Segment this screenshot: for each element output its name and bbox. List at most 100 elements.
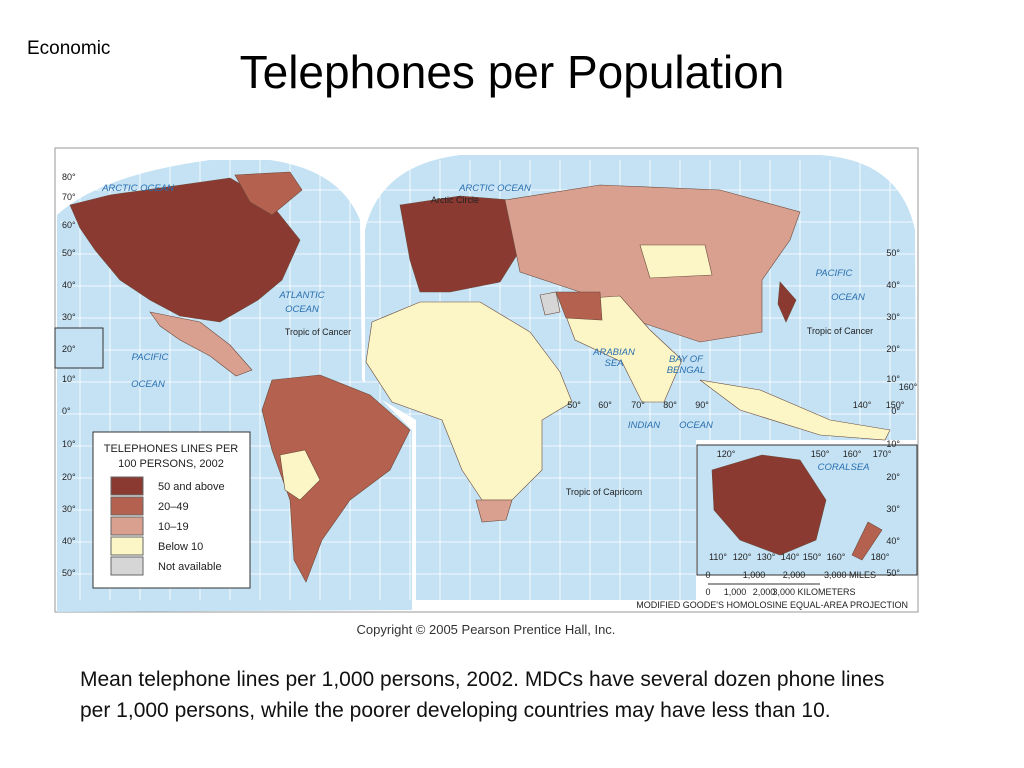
legend-swatch [110,516,144,536]
map-label: SEA [604,358,623,369]
south-america [261,374,411,583]
map-label: Tropic of Cancer [285,327,351,337]
iraq [539,291,561,316]
latitude-label: 50° [62,568,76,578]
legend-label: 20–49 [158,501,189,513]
latitude-label: 50° [886,248,900,258]
central-america [149,311,253,377]
latitude-label: 40° [886,280,900,290]
latitude-label: 10° [62,439,76,449]
longitude-label: 150° [811,449,830,459]
longitude-label: 170° [873,449,892,459]
hawaii-inset [54,327,104,369]
map-label: CORAL [818,462,851,473]
land [69,171,891,583]
map-label: OCEAN [679,420,713,431]
map-label: Tropic of Capricorn [566,487,642,497]
latitude-label: 40° [62,536,76,546]
legend-swatch [110,536,144,556]
latitude-label: 10° [62,374,76,384]
legend: 50 and above 20–49 10–19 Below 10 Not availa… [110,476,225,576]
slide-title: Telephones per Population [240,46,785,98]
map-label: ATLANTIC [278,290,324,301]
latitude-label: 0° [62,406,71,416]
longitude-label: 130° [757,552,776,562]
japan [777,281,797,323]
latitude-label: 60° [62,220,76,230]
africa [365,301,573,501]
map-label: SEA [850,462,869,473]
latitude-label: 30° [62,312,76,322]
map-label: OCEAN [831,292,865,303]
longitude-label: 50° [567,400,581,410]
scale-label: 1,000 [724,587,747,597]
map-label: BENGAL [667,365,706,376]
map-labels: ARCTIC OCEAN ARCTIC OCEAN ATLANTIC OCEAN PAC… [62,172,918,597]
longitude-label: 180° [871,552,890,562]
longitude-label: 60° [598,400,612,410]
scale-label: 3,000 MILES [824,570,876,580]
longitude-label: 150° [803,552,822,562]
latitude-label: 10° [886,374,900,384]
legend-swatch [110,496,144,516]
map-label: ARABIAN [592,347,635,358]
mongolia [639,244,713,279]
map-label: ARCTIC OCEAN [101,183,174,194]
longitude-label: 160° [843,449,862,459]
latitude-label: 20° [62,344,76,354]
longitude-label: 160° [827,552,846,562]
latitude-label: 20° [886,472,900,482]
scale-label: 0 [705,587,710,597]
latitude-label: 70° [62,192,76,202]
projection-note: MODIFIED GOODE'S HOMOLOSINE EQUAL-AREA P… [636,600,908,610]
map-label: OCEAN [131,379,165,390]
latitude-label: 20° [62,472,76,482]
legend-label: Not available [158,561,222,573]
longitude-label: 80° [663,400,677,410]
latitude-label: 50° [886,568,900,578]
legend-label: 10–19 [158,521,189,533]
south-asia [559,295,683,403]
legend-label: 50 and above [158,481,225,493]
map-label: PACIFIC [816,268,853,279]
legend-title: 100 PERSONS, 2002 [118,458,224,470]
caption: Mean telephone lines per 1,000 persons, … [80,668,885,722]
latitude-label: 10° [886,439,900,449]
australia [711,454,827,556]
map-label: Tropic of Cancer [807,326,873,336]
map-label: OCEAN [285,304,319,315]
scale-label: 2,000 [753,587,776,597]
longitude-label: 140° [853,400,872,410]
latitude-label: 30° [886,312,900,322]
map-label: INDIAN [628,420,660,431]
map-label: BAY OF [669,354,704,365]
map-label: ARCTIC OCEAN [458,183,531,194]
longitude-label: 120° [717,449,736,459]
longitude-label: 120° [733,552,752,562]
indonesia [699,379,891,441]
map-label: PACIFIC [132,352,169,363]
longitude-label: 70° [631,400,645,410]
latitude-label: 40° [886,536,900,546]
scale-label: 0 [705,570,710,580]
legend-label: Below 10 [158,541,203,553]
latitude-label: 80° [62,172,76,182]
longitude-label: 140° [781,552,800,562]
new-zealand [851,521,883,561]
latitude-label: 30° [62,504,76,514]
legend-swatch [110,476,144,496]
longitude-label: 150° [886,400,905,410]
south-africa [475,499,513,523]
latitude-label: 50° [62,248,76,258]
latitude-label: 30° [886,504,900,514]
legend-title: TELEPHONES LINES PER [104,443,239,455]
latitude-label: 0° [891,406,900,416]
iran [555,291,603,321]
andes [279,449,321,501]
slide-tag: Economic [27,38,110,59]
longitude-label: 160° [899,382,918,392]
latitude-label: 20° [886,344,900,354]
longitude-label: 90° [695,400,709,410]
